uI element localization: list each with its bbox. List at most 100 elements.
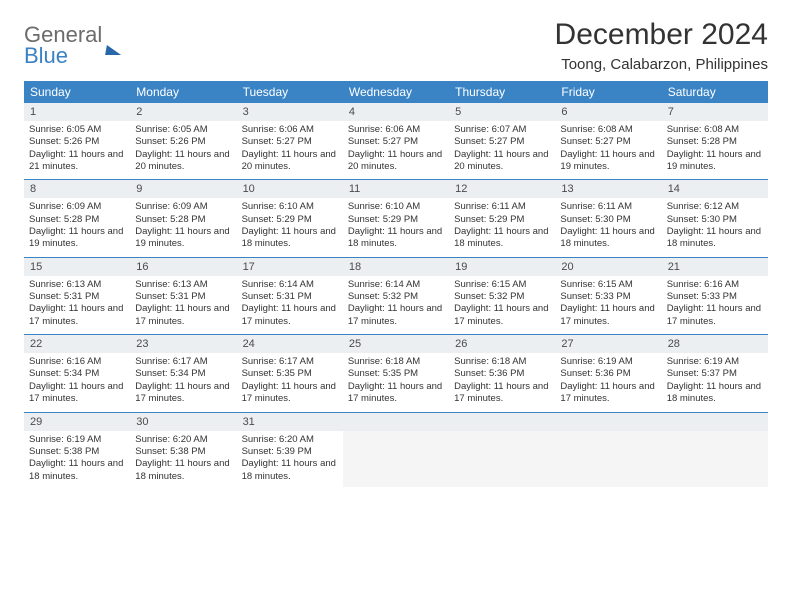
weekday-header: Friday	[555, 81, 661, 103]
day-data: Sunrise: 6:10 AMSunset: 5:29 PMDaylight:…	[237, 198, 343, 256]
calendar-cell: 3Sunrise: 6:06 AMSunset: 5:27 PMDaylight…	[237, 103, 343, 180]
calendar-cell: 14Sunrise: 6:12 AMSunset: 5:30 PMDayligh…	[662, 180, 768, 257]
day-data: Sunrise: 6:19 AMSunset: 5:37 PMDaylight:…	[662, 353, 768, 411]
day-number: 4	[343, 103, 449, 121]
calendar-cell: 20Sunrise: 6:15 AMSunset: 5:33 PMDayligh…	[555, 257, 661, 334]
day-data: Sunrise: 6:14 AMSunset: 5:32 PMDaylight:…	[343, 276, 449, 334]
day-data-empty	[555, 431, 661, 487]
weekday-header: Wednesday	[343, 81, 449, 103]
weekday-header: Monday	[130, 81, 236, 103]
calendar-cell: 19Sunrise: 6:15 AMSunset: 5:32 PMDayligh…	[449, 257, 555, 334]
calendar-cell: 25Sunrise: 6:18 AMSunset: 5:35 PMDayligh…	[343, 335, 449, 412]
day-number: 31	[237, 413, 343, 431]
calendar-row: 15Sunrise: 6:13 AMSunset: 5:31 PMDayligh…	[24, 257, 768, 334]
brand-logo: General Blue	[24, 24, 122, 67]
logo-text: General Blue	[24, 24, 102, 67]
calendar-cell: 27Sunrise: 6:19 AMSunset: 5:36 PMDayligh…	[555, 335, 661, 412]
day-data: Sunrise: 6:17 AMSunset: 5:35 PMDaylight:…	[237, 353, 343, 411]
calendar-cell: 17Sunrise: 6:14 AMSunset: 5:31 PMDayligh…	[237, 257, 343, 334]
day-number: 12	[449, 180, 555, 198]
day-number: 8	[24, 180, 130, 198]
day-data: Sunrise: 6:07 AMSunset: 5:27 PMDaylight:…	[449, 121, 555, 179]
day-number: 30	[130, 413, 236, 431]
day-number-empty	[555, 413, 661, 431]
calendar-cell: 13Sunrise: 6:11 AMSunset: 5:30 PMDayligh…	[555, 180, 661, 257]
day-number: 11	[343, 180, 449, 198]
day-number: 18	[343, 258, 449, 276]
day-number: 14	[662, 180, 768, 198]
day-data: Sunrise: 6:20 AMSunset: 5:39 PMDaylight:…	[237, 431, 343, 489]
day-data: Sunrise: 6:19 AMSunset: 5:38 PMDaylight:…	[24, 431, 130, 489]
day-number: 29	[24, 413, 130, 431]
calendar-cell: 26Sunrise: 6:18 AMSunset: 5:36 PMDayligh…	[449, 335, 555, 412]
day-number: 9	[130, 180, 236, 198]
calendar-row: 8Sunrise: 6:09 AMSunset: 5:28 PMDaylight…	[24, 180, 768, 257]
day-number: 25	[343, 335, 449, 353]
day-data: Sunrise: 6:06 AMSunset: 5:27 PMDaylight:…	[237, 121, 343, 179]
logo-blue: Blue	[24, 45, 102, 67]
day-data: Sunrise: 6:11 AMSunset: 5:30 PMDaylight:…	[555, 198, 661, 256]
day-data-empty	[343, 431, 449, 487]
day-number: 15	[24, 258, 130, 276]
calendar-cell	[555, 412, 661, 489]
day-number: 23	[130, 335, 236, 353]
calendar-cell: 11Sunrise: 6:10 AMSunset: 5:29 PMDayligh…	[343, 180, 449, 257]
month-title: December 2024	[555, 18, 768, 52]
day-data: Sunrise: 6:05 AMSunset: 5:26 PMDaylight:…	[130, 121, 236, 179]
day-number: 17	[237, 258, 343, 276]
calendar-table: SundayMondayTuesdayWednesdayThursdayFrid…	[24, 81, 768, 489]
calendar-cell: 15Sunrise: 6:13 AMSunset: 5:31 PMDayligh…	[24, 257, 130, 334]
day-number: 22	[24, 335, 130, 353]
day-data: Sunrise: 6:10 AMSunset: 5:29 PMDaylight:…	[343, 198, 449, 256]
day-data: Sunrise: 6:09 AMSunset: 5:28 PMDaylight:…	[130, 198, 236, 256]
day-data: Sunrise: 6:13 AMSunset: 5:31 PMDaylight:…	[130, 276, 236, 334]
day-number: 16	[130, 258, 236, 276]
calendar-body: 1Sunrise: 6:05 AMSunset: 5:26 PMDaylight…	[24, 103, 768, 489]
day-data: Sunrise: 6:06 AMSunset: 5:27 PMDaylight:…	[343, 121, 449, 179]
calendar-cell: 29Sunrise: 6:19 AMSunset: 5:38 PMDayligh…	[24, 412, 130, 489]
header: General Blue December 2024 Toong, Calaba…	[24, 18, 768, 73]
day-data-empty	[662, 431, 768, 487]
calendar-cell	[449, 412, 555, 489]
calendar-row: 22Sunrise: 6:16 AMSunset: 5:34 PMDayligh…	[24, 335, 768, 412]
title-block: December 2024 Toong, Calabarzon, Philipp…	[555, 18, 768, 73]
location-text: Toong, Calabarzon, Philippines	[555, 56, 768, 73]
day-data: Sunrise: 6:15 AMSunset: 5:33 PMDaylight:…	[555, 276, 661, 334]
day-number: 6	[555, 103, 661, 121]
arrow-icon	[105, 45, 123, 55]
calendar-cell	[662, 412, 768, 489]
day-number-empty	[449, 413, 555, 431]
calendar-cell: 10Sunrise: 6:10 AMSunset: 5:29 PMDayligh…	[237, 180, 343, 257]
day-data: Sunrise: 6:14 AMSunset: 5:31 PMDaylight:…	[237, 276, 343, 334]
day-number: 24	[237, 335, 343, 353]
day-data: Sunrise: 6:17 AMSunset: 5:34 PMDaylight:…	[130, 353, 236, 411]
day-number: 20	[555, 258, 661, 276]
calendar-cell: 1Sunrise: 6:05 AMSunset: 5:26 PMDaylight…	[24, 103, 130, 180]
day-data: Sunrise: 6:16 AMSunset: 5:34 PMDaylight:…	[24, 353, 130, 411]
weekday-header: Tuesday	[237, 81, 343, 103]
day-number: 26	[449, 335, 555, 353]
calendar-cell: 12Sunrise: 6:11 AMSunset: 5:29 PMDayligh…	[449, 180, 555, 257]
day-data: Sunrise: 6:18 AMSunset: 5:35 PMDaylight:…	[343, 353, 449, 411]
day-data: Sunrise: 6:08 AMSunset: 5:27 PMDaylight:…	[555, 121, 661, 179]
day-number: 19	[449, 258, 555, 276]
calendar-cell: 30Sunrise: 6:20 AMSunset: 5:38 PMDayligh…	[130, 412, 236, 489]
day-number: 27	[555, 335, 661, 353]
calendar-cell: 18Sunrise: 6:14 AMSunset: 5:32 PMDayligh…	[343, 257, 449, 334]
day-data: Sunrise: 6:19 AMSunset: 5:36 PMDaylight:…	[555, 353, 661, 411]
calendar-row: 1Sunrise: 6:05 AMSunset: 5:26 PMDaylight…	[24, 103, 768, 180]
calendar-cell: 22Sunrise: 6:16 AMSunset: 5:34 PMDayligh…	[24, 335, 130, 412]
day-number: 10	[237, 180, 343, 198]
calendar-cell: 5Sunrise: 6:07 AMSunset: 5:27 PMDaylight…	[449, 103, 555, 180]
calendar-cell: 21Sunrise: 6:16 AMSunset: 5:33 PMDayligh…	[662, 257, 768, 334]
day-number-empty	[662, 413, 768, 431]
calendar-cell: 6Sunrise: 6:08 AMSunset: 5:27 PMDaylight…	[555, 103, 661, 180]
calendar-row: 29Sunrise: 6:19 AMSunset: 5:38 PMDayligh…	[24, 412, 768, 489]
day-data: Sunrise: 6:09 AMSunset: 5:28 PMDaylight:…	[24, 198, 130, 256]
day-data: Sunrise: 6:18 AMSunset: 5:36 PMDaylight:…	[449, 353, 555, 411]
day-data: Sunrise: 6:11 AMSunset: 5:29 PMDaylight:…	[449, 198, 555, 256]
day-data: Sunrise: 6:05 AMSunset: 5:26 PMDaylight:…	[24, 121, 130, 179]
weekday-header: Thursday	[449, 81, 555, 103]
day-data-empty	[449, 431, 555, 487]
calendar-cell: 24Sunrise: 6:17 AMSunset: 5:35 PMDayligh…	[237, 335, 343, 412]
